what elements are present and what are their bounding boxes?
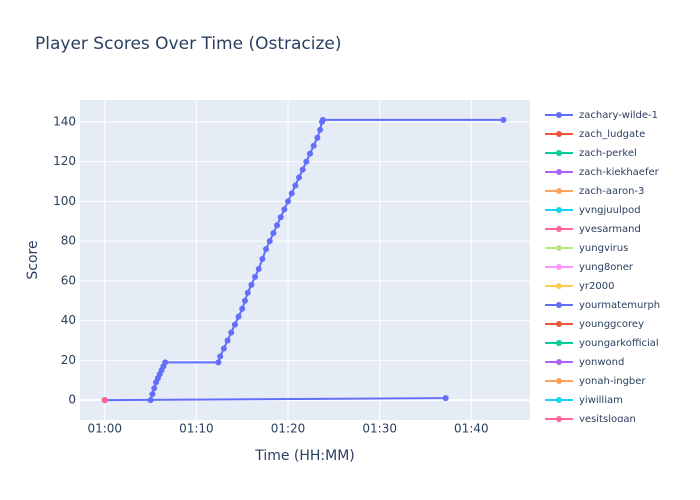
data-point — [303, 158, 310, 165]
legend-marker — [556, 302, 562, 308]
data-point — [310, 142, 317, 149]
legend-label: yourmatemurph — [579, 300, 660, 311]
legend-label: zach-kiekhaefer — [579, 167, 660, 178]
legend-marker — [556, 340, 562, 346]
data-point — [162, 359, 169, 366]
x-tick-label: 01:10 — [179, 422, 214, 436]
data-point — [288, 190, 295, 197]
legend-marker — [556, 397, 562, 403]
legend-marker — [556, 131, 562, 137]
data-point — [296, 174, 303, 181]
legend-marker — [556, 264, 562, 270]
data-point — [500, 116, 507, 123]
data-point — [252, 273, 259, 280]
data-point — [241, 297, 248, 304]
chart-title: Player Scores Over Time (Ostracize) — [35, 34, 342, 54]
legend-marker — [556, 359, 562, 365]
legend-label: yr2000 — [579, 281, 614, 292]
y-tick-label: 80 — [61, 234, 76, 248]
data-point — [248, 281, 255, 288]
legend-marker — [556, 378, 562, 384]
data-point — [215, 359, 222, 366]
data-point — [317, 126, 324, 133]
data-point — [231, 321, 238, 328]
x-tick-label: 01:00 — [87, 422, 122, 436]
plot-background — [80, 100, 530, 420]
y-tick-label: 40 — [61, 313, 76, 327]
legend-label: youngarkofficial — [579, 338, 659, 349]
x-tick-label: 01:20 — [271, 422, 306, 436]
legend-marker — [556, 245, 562, 251]
legend-label: yung8oner — [579, 262, 634, 273]
legend-label: yonah-ingber — [579, 376, 646, 387]
x-axis-title: Time (HH:MM) — [254, 448, 355, 464]
data-point — [281, 206, 288, 213]
y-tick-label: 140 — [53, 114, 76, 128]
legend-label: yvngjuulpod — [579, 205, 641, 216]
data-point — [266, 238, 273, 245]
legend-marker — [556, 321, 562, 327]
legend-label: zach-aaron-3 — [579, 186, 644, 197]
data-point — [149, 391, 156, 398]
data-point — [314, 134, 321, 141]
y-tick-label: 20 — [61, 353, 76, 367]
data-point — [151, 385, 158, 392]
legend-label: zach_ludgate — [579, 129, 645, 140]
legend-label: yesitslogan — [579, 414, 636, 425]
data-point — [228, 329, 235, 336]
legend-marker — [556, 207, 562, 213]
data-point — [239, 305, 246, 312]
legend-marker — [556, 150, 562, 156]
legend-marker — [556, 188, 562, 194]
series-line — [104, 397, 446, 402]
legend-label: younggcorey — [579, 319, 644, 330]
data-point — [220, 345, 227, 352]
data-point — [101, 397, 108, 404]
legend-marker — [556, 283, 562, 289]
legend-label: zach-perkel — [579, 148, 637, 159]
data-point — [235, 313, 242, 320]
y-tick-label: 0 — [68, 393, 76, 407]
y-axis-title: Score — [25, 240, 41, 279]
legend-marker — [556, 416, 562, 422]
data-point — [277, 214, 284, 221]
y-tick-label: 60 — [61, 273, 76, 287]
y-tick-label: 100 — [53, 194, 76, 208]
data-point — [299, 166, 306, 173]
legend-marker — [556, 112, 562, 118]
legend-label: zachary-wilde-1 — [579, 110, 658, 121]
data-point — [244, 289, 251, 296]
legend-marker — [556, 226, 562, 232]
data-point — [285, 198, 292, 205]
data-point — [224, 337, 231, 344]
data-point — [292, 182, 299, 189]
x-tick-label: 01:30 — [362, 422, 397, 436]
data-point — [270, 230, 277, 237]
legend-label: yvesarmand — [579, 224, 641, 235]
data-point — [274, 222, 281, 229]
data-point — [217, 353, 224, 360]
legend-label: yiwilliam — [579, 395, 623, 406]
data-point — [307, 150, 314, 157]
data-point — [255, 265, 262, 272]
x-tick-label: 01:40 — [454, 422, 489, 436]
data-point — [442, 395, 449, 402]
data-point — [319, 116, 326, 123]
data-point — [263, 246, 270, 253]
data-point — [259, 256, 266, 263]
legend-label: yungvirus — [579, 243, 628, 254]
y-tick-label: 120 — [53, 154, 76, 168]
legend-marker — [556, 169, 562, 175]
legend-label: yonwond — [579, 357, 624, 368]
